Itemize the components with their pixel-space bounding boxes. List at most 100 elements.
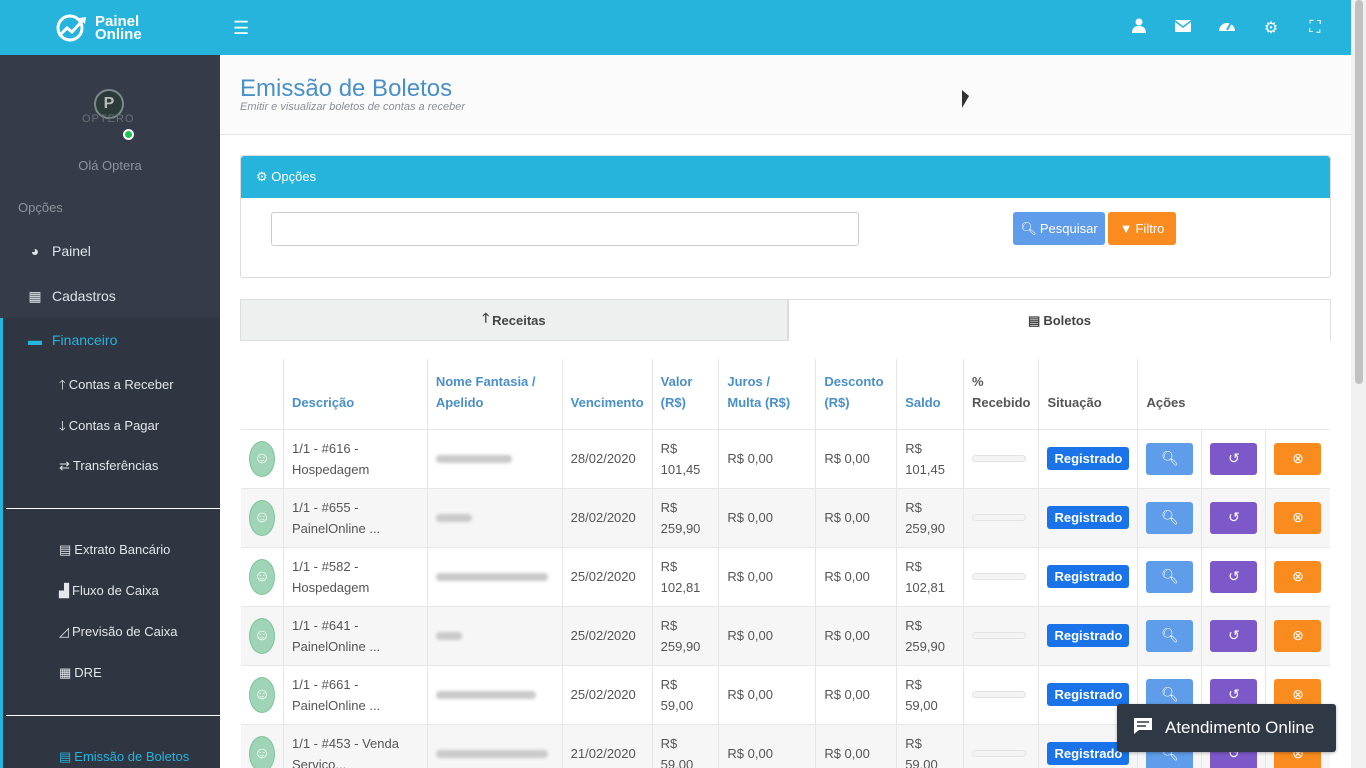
submenu-previsao-caixa[interactable]: ◿ Previsão de Caixa — [59, 624, 178, 640]
boletos-table: Descrição Nome Fantasia / Apelido Vencim… — [241, 359, 1330, 768]
cell-valor: R$ 59,00 — [651, 664, 719, 724]
money-icon: ▬ — [28, 332, 42, 348]
tab-label: Boletos — [1043, 313, 1091, 328]
scrollbar-thumb[interactable] — [1355, 0, 1363, 384]
cell-avatar: ☺ — [241, 428, 284, 488]
sidebar-item-painel[interactable]: ◕ Painel — [0, 229, 220, 273]
cancel-button[interactable]: ⊗ — [1274, 560, 1322, 593]
page-scrollbar[interactable] — [1351, 0, 1366, 768]
cancel-button[interactable]: ⊗ — [1274, 501, 1322, 534]
submenu-fluxo-caixa[interactable]: ▟ Fluxo de Caixa — [59, 583, 159, 599]
user-greeting: Olá Optera — [78, 158, 142, 173]
view-button[interactable]: 🔍︎ — [1146, 619, 1194, 652]
online-support-chat-button[interactable]: Atendimento Online — [1117, 704, 1336, 752]
search-button[interactable]: 🔍︎ Pesquisar — [1013, 212, 1105, 245]
cell-avatar: ☺ — [241, 487, 284, 547]
cell-saldo: R$ 59,00 — [896, 723, 964, 768]
history-button[interactable]: ↺ — [1210, 560, 1258, 593]
submenu-contas-pagar[interactable]: 🡓 Contas a Pagar — [59, 417, 159, 439]
envelope-icon[interactable] — [1161, 19, 1205, 37]
cell-nome — [426, 723, 563, 768]
cell-recebido — [962, 723, 1039, 768]
cell-desconto: R$ 0,00 — [815, 546, 897, 606]
cell-recebido — [962, 428, 1039, 488]
cell-descricao: 1/1 - #641 - PainelOnline ... — [283, 605, 428, 665]
submenu-emissao-boletos[interactable]: ▤ Emissão de Boletos — [59, 749, 189, 765]
cell-recebido — [962, 664, 1039, 724]
top-icons: ⚙ ⛶ — [1117, 0, 1337, 55]
cell-recebido — [962, 487, 1039, 547]
cell-descricao: 1/1 - #655 - PainelOnline ... — [283, 487, 428, 547]
history-button[interactable]: ↺ — [1210, 501, 1258, 534]
cell-valor: R$ 59,00 — [651, 723, 719, 768]
submenu-dre[interactable]: ▦ DRE — [59, 665, 102, 681]
sidebar-item-cadastros[interactable]: ▦ Cadastros — [0, 274, 220, 318]
cancel-button[interactable]: ⊗ — [1274, 442, 1322, 475]
hamburger-icon[interactable]: ☰ — [233, 18, 250, 38]
status-badge: Registrado — [1047, 683, 1130, 706]
cell-history-action: ↺ — [1201, 428, 1266, 488]
receipt-icon: ▤ — [59, 542, 72, 557]
cancel-button[interactable]: ⊗ — [1274, 619, 1322, 652]
tab-receitas[interactable]: 🡑 Receitas — [240, 299, 788, 341]
column-header-valor[interactable]: Valor (R$) — [651, 359, 719, 429]
cell-avatar: ☺ — [241, 605, 284, 665]
column-header-desconto[interactable]: Desconto (R$) — [815, 359, 897, 429]
filter-button[interactable]: ▼ Filtro — [1108, 212, 1176, 245]
client-avatar-icon: ☺ — [249, 558, 275, 595]
page-subtitle: Emitir e visualizar boletos de contas a … — [240, 101, 465, 113]
cell-nome — [426, 487, 563, 547]
cell-history-action: ↺ — [1201, 546, 1266, 606]
column-header-vencimento[interactable]: Vencimento — [561, 359, 653, 429]
submenu-extrato-bancario[interactable]: ▤ Extrato Bancário — [59, 542, 170, 558]
client-avatar-icon: ☺ — [249, 735, 275, 768]
cell-situacao: Registrado — [1038, 546, 1138, 606]
search-icon: 🔍︎ — [1161, 509, 1179, 525]
submenu-contas-receber[interactable]: 🡑 Contas a Receber — [59, 376, 174, 398]
redacted-name — [435, 632, 462, 640]
history-button[interactable]: ↺ — [1210, 619, 1258, 652]
tab-boletos[interactable]: ▤ Boletos — [788, 299, 1331, 341]
cell-desconto: R$ 0,00 — [815, 605, 897, 665]
fullscreen-icon[interactable]: ⛶ — [1309, 18, 1321, 36]
view-button[interactable]: 🔍︎ — [1146, 442, 1194, 475]
submenu-transferencias[interactable]: ⇄ Transferências — [59, 458, 158, 474]
column-header-juros[interactable]: Juros / Multa (R$) — [718, 359, 816, 429]
user-icon[interactable] — [1117, 18, 1161, 38]
submenu-label: DRE — [74, 665, 102, 680]
file-icon: ▤ — [1028, 312, 1041, 328]
cell-cancel-action: ⊗ — [1265, 428, 1330, 488]
history-button[interactable]: ↺ — [1210, 442, 1258, 475]
options-panel-title: Opções — [271, 169, 317, 184]
sidebar-section-label: Opções — [18, 200, 63, 215]
options-panel: ⚙ Opções 🔍︎ Pesquisar ▼ Filtro — [240, 155, 1331, 278]
brand-name: Painel Online — [95, 12, 142, 43]
status-badge: Registrado — [1047, 742, 1130, 766]
dashboard-icon[interactable] — [1205, 18, 1249, 37]
online-status-dot — [123, 129, 134, 140]
search-input[interactable] — [271, 212, 859, 246]
gears-icon[interactable]: ⚙ — [1263, 19, 1279, 37]
received-progress-bar — [971, 514, 1026, 521]
close-circle-icon: ⊗ — [1292, 450, 1304, 466]
close-circle-icon: ⊗ — [1292, 745, 1304, 762]
view-button[interactable]: 🔍︎ — [1146, 560, 1194, 593]
column-header-nome[interactable]: Nome Fantasia / Apelido — [426, 359, 563, 429]
brand-logo[interactable]: Painel Online — [0, 0, 220, 55]
bar-chart-icon: ▟ — [59, 583, 69, 598]
avatar[interactable]: P OPTERO — [80, 85, 140, 140]
search-icon: 🔍︎ — [1161, 627, 1179, 643]
status-badge: Registrado — [1047, 624, 1130, 647]
cell-history-action: ↺ — [1201, 487, 1266, 547]
table-row: ☺ 1/1 - #582 - Hospedagem 25/02/2020 R$ … — [241, 546, 1330, 606]
cell-saldo: R$ 259,90 — [896, 487, 964, 547]
sidebar-item-financeiro[interactable]: ▬ Financeiro — [0, 318, 220, 362]
view-button[interactable]: 🔍︎ — [1146, 501, 1194, 534]
cell-nome — [426, 428, 563, 488]
search-icon: 🔍︎ — [1161, 568, 1179, 584]
cell-vencimento: 25/02/2020 — [561, 546, 653, 606]
column-header-descricao[interactable]: Descrição — [283, 359, 428, 429]
column-header-recebido: % Recebido — [962, 359, 1039, 429]
column-header-saldo[interactable]: Saldo — [896, 359, 964, 429]
exchange-icon: ⇄ — [59, 458, 70, 473]
